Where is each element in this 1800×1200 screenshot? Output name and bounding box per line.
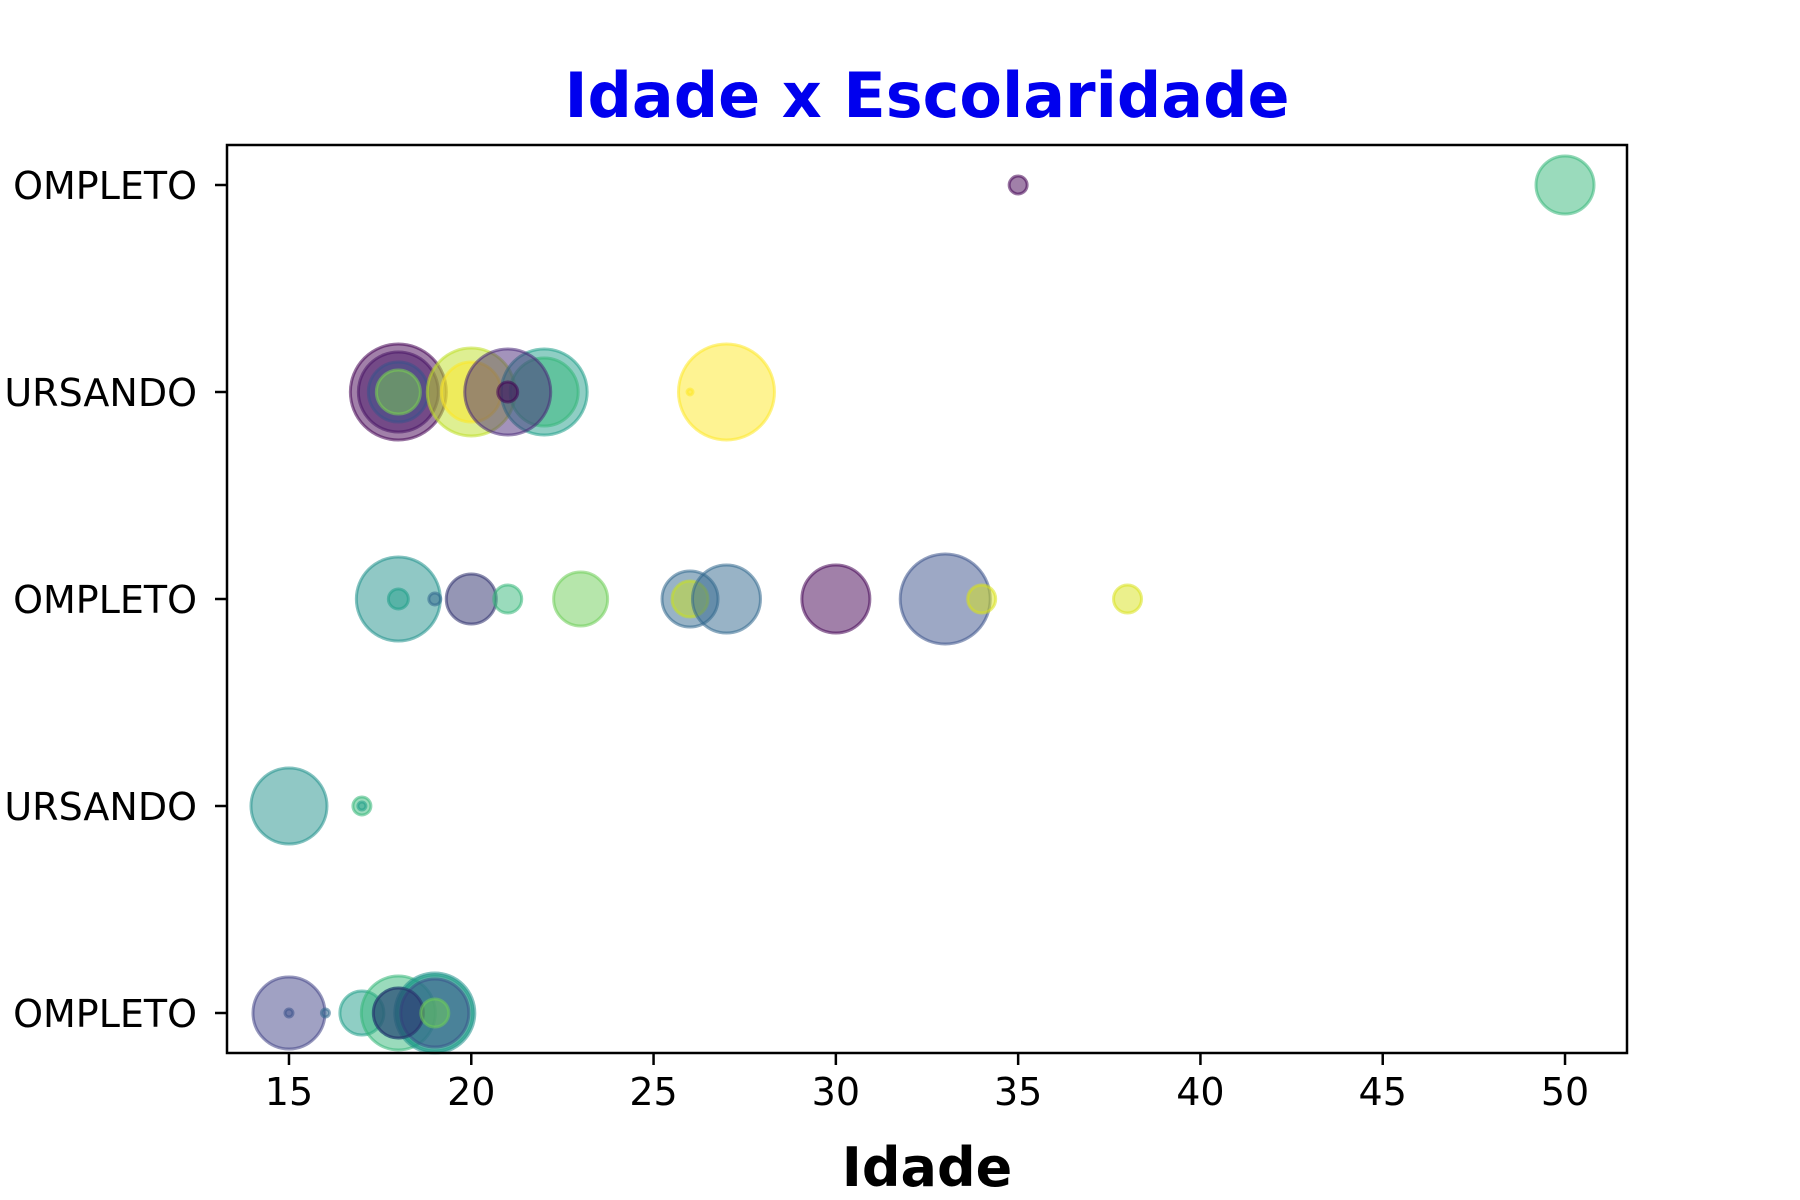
x-axis-label: Idade [842, 1136, 1012, 1199]
data-point-31 [283, 1007, 295, 1019]
y-tick-label-1: URSANDO [4, 785, 197, 829]
data-point-17 [444, 572, 498, 626]
data-point-26 [1112, 583, 1144, 615]
x-tick-label-5: 40 [1176, 1070, 1224, 1114]
x-tick-label-7: 50 [1541, 1070, 1589, 1114]
x-tick-label-4: 35 [994, 1070, 1042, 1114]
data-point-19 [552, 570, 610, 628]
data-point-16 [427, 591, 443, 607]
x-tick-label-1: 20 [447, 1070, 495, 1114]
y-tick-label-0: OMPLETO [13, 992, 197, 1036]
data-point-25 [966, 583, 998, 615]
data-point-39 [371, 986, 425, 1040]
data-point-18 [492, 583, 524, 615]
data-point-0 [1007, 174, 1029, 196]
data-point-40 [419, 997, 451, 1029]
data-point-1 [1534, 154, 1596, 216]
chart-title: Idade x Escolaridade [564, 59, 1289, 132]
y-tick-label-2: OMPLETO [13, 578, 197, 622]
y-tick-label-3: URSANDO [4, 371, 197, 415]
data-point-11 [496, 380, 520, 404]
x-tick-label-0: 15 [265, 1070, 313, 1114]
data-point-32 [319, 1007, 331, 1019]
y-axis-ticks: OMPLETO URSANDO OMPLETO URSANDO OMPLETO [4, 164, 227, 1036]
data-point-23 [800, 563, 872, 635]
data-point-29 [356, 800, 368, 812]
x-axis-ticks: 15 20 25 30 35 40 45 50 [265, 1053, 1589, 1114]
data-point-22 [690, 563, 762, 635]
data-point-13 [676, 342, 776, 442]
x-tick-label-2: 25 [629, 1070, 677, 1114]
data-point-15 [386, 587, 410, 611]
points-layer [249, 154, 1596, 1055]
data-point-5 [374, 368, 422, 416]
x-tick-label-6: 45 [1359, 1070, 1407, 1114]
y-tick-label-4: OMPLETO [13, 164, 197, 208]
data-point-27 [249, 766, 329, 846]
x-tick-label-3: 30 [812, 1070, 860, 1114]
